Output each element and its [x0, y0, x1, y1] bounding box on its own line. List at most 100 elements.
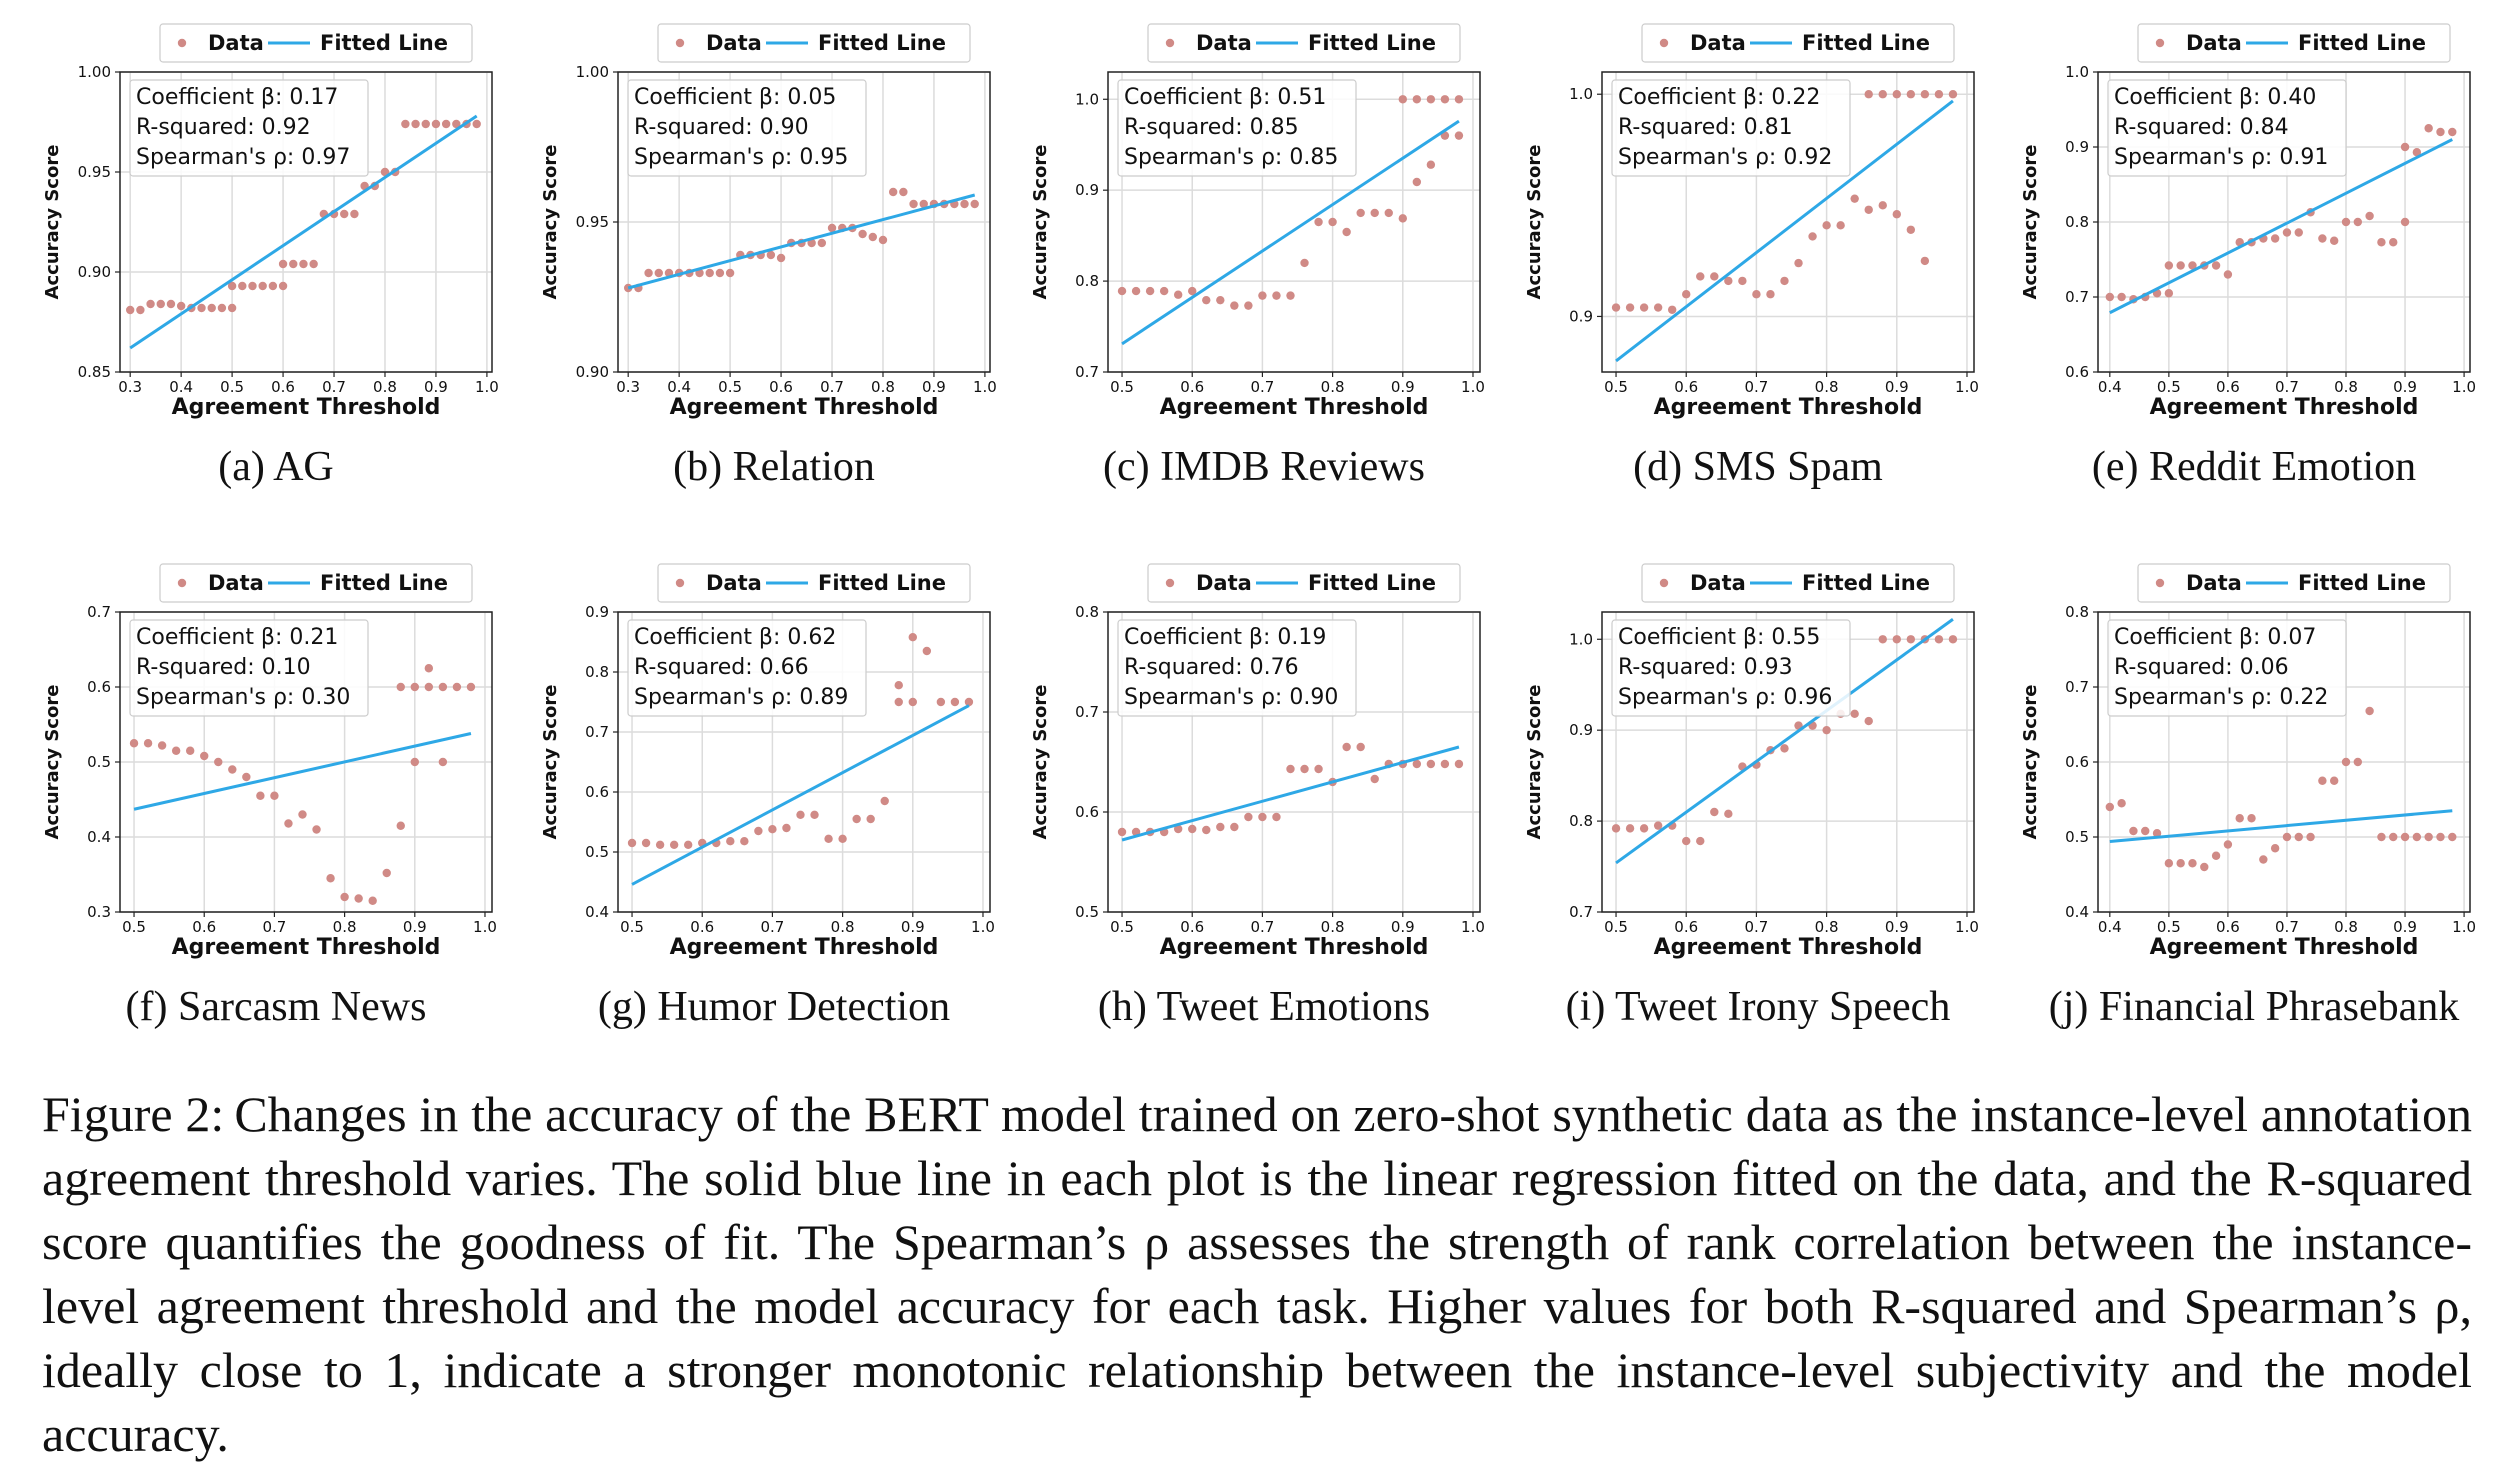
data-point [2105, 802, 2115, 812]
x-tick-label: 0.8 [333, 918, 357, 936]
legend-data-label: Data [706, 571, 762, 595]
stats-box [627, 79, 867, 177]
legend-fit-label: Fitted Line [1802, 571, 1930, 595]
y-tick-label: 1.00 [78, 63, 111, 81]
legend: Data Fitted Line [2137, 563, 2451, 603]
data-point [1724, 809, 1733, 819]
stats-line: Spearman's ρ: 0.89 [634, 685, 848, 710]
subcaption: (i) Tweet Irony Speech [1566, 984, 1951, 1030]
subcaption: (b) Relation [673, 444, 875, 490]
data-point [284, 819, 293, 828]
data-point [950, 697, 960, 707]
data-point [669, 840, 679, 849]
data-point [2211, 851, 2221, 860]
x-tick-label: 0.8 [373, 378, 397, 396]
x-tick-label: 0.9 [901, 918, 925, 936]
data-point [2448, 832, 2457, 842]
stats-annotation: Coefficient β: 0.55 R-squared: 0.93 Spearm… [1611, 619, 1851, 717]
subcaption: (e) Reddit Emotion [2092, 444, 2416, 490]
data-point [1244, 301, 1253, 310]
legend: Data Fitted Line [159, 563, 473, 603]
legend-box [1147, 563, 1461, 603]
data-point [278, 259, 288, 269]
data-point [2188, 261, 2197, 270]
y-tick-label: 0.90 [576, 363, 609, 381]
x-tick-label: 0.9 [1885, 918, 1909, 936]
stats-line: R-squared: 0.90 [634, 115, 809, 140]
x-tick-label: 0.7 [1250, 918, 1274, 936]
legend: Data Fitted Line [657, 563, 971, 603]
data-point [2164, 859, 2174, 868]
data-point [1878, 201, 1887, 210]
data-point [2164, 261, 2174, 270]
data-point [1356, 208, 1365, 218]
x-tick-label: 1.0 [1461, 918, 1485, 936]
legend-data-marker [675, 38, 685, 48]
stats-line: Spearman's ρ: 0.91 [2114, 145, 2328, 170]
x-tick-label: 0.8 [831, 918, 855, 936]
chart-panel-9: 0.5 0.6 0.7 0.8 0.9 1.0 0.7 0.8 0.9 1.0 Agreement … [1524, 563, 1979, 1030]
data-point [2223, 840, 2233, 849]
data-point [143, 739, 153, 748]
legend-fit-label: Fitted Line [1308, 31, 1436, 55]
data-point [214, 757, 223, 767]
data-point [1342, 227, 1351, 237]
chart-panel-4: 0.5 0.6 0.7 0.8 0.9 1.0 0.9 1.0 Agreement Thresh… [1524, 23, 1979, 490]
legend-box [159, 563, 473, 603]
data-point [936, 697, 946, 707]
data-point [2294, 832, 2303, 842]
legend-box [2137, 563, 2451, 603]
stats-line: Coefficient β: 0.51 [1124, 85, 1326, 110]
legend-fit-label: Fitted Line [320, 571, 448, 595]
legend-data-label: Data [1196, 571, 1252, 595]
data-point [207, 303, 216, 313]
fitted-line [129, 114, 478, 350]
stats-line: R-squared: 0.81 [1618, 115, 1793, 140]
data-point [909, 199, 918, 209]
data-point [1384, 208, 1393, 218]
y-tick-label: 0.3 [87, 903, 111, 921]
data-point [1639, 824, 1649, 833]
figure-caption: Figure 2: Changes in the accuracy of the … [42, 1082, 2472, 1466]
data-point [1216, 295, 1225, 305]
data-point [1710, 272, 1719, 281]
data-point [166, 299, 176, 309]
y-axis-label: Accuracy Score [42, 685, 63, 840]
data-point [919, 199, 928, 209]
x-tick-label: 0.7 [1744, 918, 1768, 936]
x-tick-label: 1.0 [971, 918, 995, 936]
data-point [2389, 832, 2398, 842]
stats-box [129, 619, 369, 717]
y-tick-label: 0.4 [585, 903, 609, 921]
stats-annotation: Coefficient β: 0.05 R-squared: 0.90 Spearm… [627, 79, 867, 177]
y-axis-label: Accuracy Score [1524, 145, 1545, 300]
stats-annotation: Coefficient β: 0.17 R-squared: 0.92 Spearm… [129, 79, 369, 177]
data-point [125, 305, 135, 315]
data-point [2282, 228, 2292, 237]
y-tick-label: 0.85 [78, 363, 111, 381]
data-point [878, 235, 888, 245]
data-point [129, 739, 139, 748]
data-point [2247, 814, 2256, 823]
data-point [768, 825, 777, 834]
stats-line: R-squared: 0.93 [1618, 655, 1793, 680]
y-axis-label: Accuracy Score [1030, 145, 1051, 300]
data-point [289, 259, 298, 269]
data-point [299, 259, 308, 269]
fitted-line [631, 704, 970, 886]
data-point [641, 838, 651, 848]
legend-fit-label: Fitted Line [818, 31, 946, 55]
data-point [1398, 95, 1407, 104]
y-tick-label: 0.9 [1569, 307, 1593, 325]
legend-data-marker [177, 38, 187, 48]
x-tick-label: 0.5 [2157, 378, 2181, 396]
data-point [964, 697, 974, 707]
data-point [340, 892, 349, 902]
y-tick-label: 0.8 [2065, 213, 2089, 231]
data-point [1412, 95, 1422, 104]
stats-box [129, 79, 369, 177]
y-tick-label: 1.0 [1569, 630, 1593, 648]
data-point [200, 751, 209, 761]
y-tick-label: 0.5 [585, 843, 609, 861]
data-point [1934, 635, 1944, 644]
